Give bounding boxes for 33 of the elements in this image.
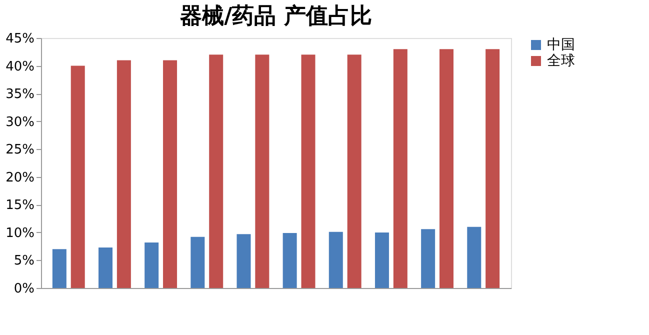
bar (486, 49, 500, 288)
y-tick-label: 15% (6, 198, 34, 214)
y-tick-label: 0% (14, 282, 34, 296)
bar (52, 249, 66, 288)
y-tick-label: 30% (6, 114, 34, 130)
bar (282, 233, 297, 288)
bar (98, 247, 113, 288)
bar (144, 242, 159, 288)
bar (209, 54, 224, 288)
y-tick-label: 40% (6, 59, 34, 74)
bar (190, 236, 205, 288)
y-tick-label: 20% (6, 170, 34, 186)
bar (328, 232, 343, 288)
bar (467, 226, 482, 288)
bar (421, 229, 436, 288)
bar (347, 54, 362, 288)
bar (301, 54, 316, 288)
bar (236, 234, 251, 288)
y-tick-label: 5% (14, 254, 34, 269)
bar (70, 66, 85, 288)
bar (116, 60, 131, 288)
y-tick-label: 45% (6, 32, 34, 46)
chart-title: 器械/药品 产值占比 (180, 3, 372, 29)
bar (255, 54, 270, 288)
y-tick-label: 10% (6, 226, 34, 241)
bar (374, 232, 389, 288)
bar (163, 60, 178, 288)
bar (393, 49, 408, 288)
y-tick-label: 35% (6, 87, 34, 102)
bar (439, 49, 454, 288)
legend-label: 全球 (547, 53, 575, 69)
legend-label: 中国 (547, 37, 575, 53)
y-tick-label: 25% (6, 142, 34, 158)
